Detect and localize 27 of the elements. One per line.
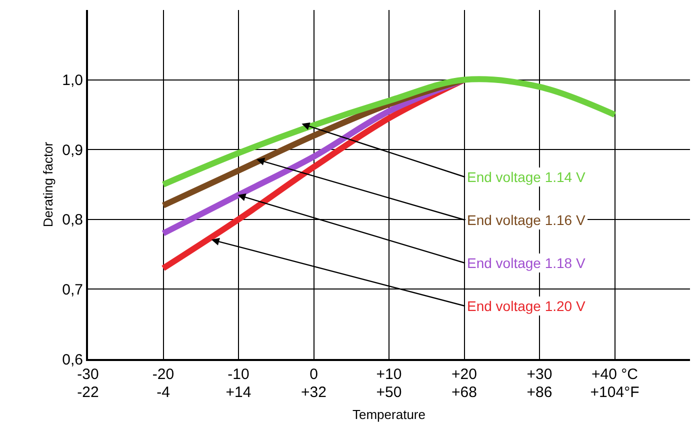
x2-tick-label: +104°F bbox=[590, 384, 640, 401]
x2-tick-label: +68 bbox=[452, 384, 477, 401]
x2-tick-label: -4 bbox=[156, 384, 170, 401]
annotation: End voltage 1.14 V bbox=[467, 169, 586, 185]
x-tick-label: 0 bbox=[310, 366, 318, 383]
x-tick-label: +10 bbox=[376, 366, 402, 383]
x-tick-label: +20 bbox=[452, 366, 477, 383]
y-tick-label: 0,7 bbox=[62, 281, 83, 298]
y-axis-title: Derating factor bbox=[40, 141, 56, 228]
x-tick-label: -20 bbox=[152, 366, 174, 383]
annotation: End voltage 1.20 V bbox=[467, 298, 586, 314]
x-tick-label: -30 bbox=[77, 366, 99, 383]
x2-tick-label: +32 bbox=[301, 384, 326, 401]
x2-tick-label: -22 bbox=[77, 384, 99, 401]
x2-tick-label: +14 bbox=[226, 384, 252, 401]
x2-tick-label: +50 bbox=[376, 384, 402, 401]
y-tick-label: 0,8 bbox=[62, 212, 83, 229]
x-tick-label: -10 bbox=[228, 366, 250, 383]
x-tick-label: +30 bbox=[526, 366, 552, 383]
x-tick-label: +40 °C bbox=[592, 366, 638, 383]
x2-tick-label: +86 bbox=[526, 384, 552, 401]
annotation: End voltage 1.16 V bbox=[467, 212, 586, 228]
annotation: End voltage 1.18 V bbox=[467, 255, 586, 271]
y-tick-label: 1,0 bbox=[62, 72, 83, 90]
y-tick-label: 0,6 bbox=[62, 351, 83, 368]
y-tick-label: 0,9 bbox=[62, 142, 83, 159]
x-axis-title: Temperature bbox=[352, 407, 426, 422]
